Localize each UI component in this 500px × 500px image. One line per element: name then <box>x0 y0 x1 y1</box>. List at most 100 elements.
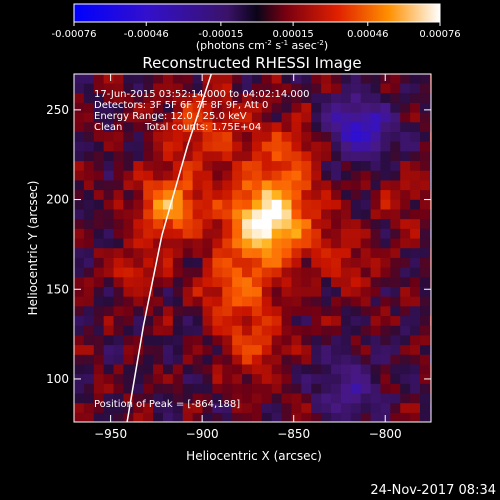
heatmap-cell <box>331 170 342 181</box>
heatmap-cell <box>429 131 431 142</box>
heatmap-cell <box>410 121 421 133</box>
heatmap-cell <box>74 247 85 258</box>
heatmap-cell <box>251 74 263 84</box>
heatmap-cell <box>261 276 273 287</box>
heatmap-cell <box>172 354 184 365</box>
heatmap-cell <box>103 286 115 297</box>
heatmap-cell <box>370 315 382 326</box>
heatmap-cell <box>261 383 273 394</box>
heatmap-cell <box>261 218 273 229</box>
heatmap-cell <box>222 257 233 268</box>
heatmap-cell <box>321 305 332 317</box>
heatmap-cell <box>370 383 382 394</box>
heatmap-cell <box>311 208 322 220</box>
heatmap-cell <box>83 344 95 355</box>
heatmap-cell <box>331 257 342 268</box>
heatmap-cell <box>153 296 164 307</box>
heatmap-cell <box>232 363 243 375</box>
heatmap-cell <box>232 296 243 307</box>
heatmap-cell <box>251 325 263 336</box>
heatmap-cell <box>172 189 184 200</box>
heatmap-cell <box>133 112 144 123</box>
heatmap-cell <box>153 92 164 103</box>
heatmap-cell <box>390 179 401 191</box>
heatmap-cell <box>370 208 382 220</box>
heatmap-cell <box>232 286 243 297</box>
heatmap-cell <box>153 344 164 355</box>
heatmap-cell <box>113 102 125 113</box>
heatmap-cell <box>400 160 411 171</box>
heatmap-cell <box>281 276 293 287</box>
heatmap-cell <box>83 363 95 375</box>
heatmap-cell <box>153 412 164 422</box>
heatmap-cell <box>242 325 253 336</box>
heatmap-cell <box>331 160 342 171</box>
heatmap-cell <box>390 74 401 84</box>
heatmap-cell <box>242 121 253 133</box>
heatmap-cell <box>350 131 362 142</box>
heatmap-cell <box>222 383 233 394</box>
heatmap-cell <box>321 392 332 404</box>
heatmap-cell <box>133 208 144 220</box>
heatmap-cell <box>321 102 332 113</box>
heatmap-cell <box>380 228 391 239</box>
heatmap-cell <box>143 286 154 297</box>
heatmap-cell <box>331 82 342 94</box>
heatmap-cell <box>360 325 372 336</box>
heatmap-cell <box>232 392 243 404</box>
heatmap-cell <box>162 402 174 413</box>
heatmap-cell <box>133 402 144 413</box>
heatmap-cell <box>251 121 263 133</box>
heatmap-cell <box>133 160 144 171</box>
heatmap-cell <box>321 325 332 336</box>
heatmap-cell <box>103 305 115 317</box>
heatmap-cell <box>153 160 164 171</box>
heatmap-cell <box>390 218 401 229</box>
heatmap-cell <box>261 315 273 326</box>
heatmap-cell <box>420 82 431 94</box>
heatmap-cell <box>410 179 421 191</box>
heatmap-cell <box>281 208 293 220</box>
heatmap-cell <box>301 286 312 297</box>
heatmap-cell <box>162 237 174 249</box>
heatmap-cell <box>261 179 273 191</box>
heatmap-cell <box>360 267 372 278</box>
heatmap-cell <box>232 334 243 346</box>
heatmap-cell <box>261 363 273 375</box>
heatmap-cell <box>350 102 362 113</box>
heatmap-cell <box>133 121 144 133</box>
heatmap-cell <box>251 102 263 113</box>
heatmap-cell <box>331 150 342 162</box>
heatmap-cell <box>222 199 233 210</box>
chart-title: Reconstructed RHESSI Image <box>142 54 361 72</box>
heatmap-cell <box>143 363 154 375</box>
heatmap-cell <box>350 296 362 307</box>
heatmap-cell <box>370 305 382 317</box>
heatmap-cell <box>350 315 362 326</box>
heatmap-cell <box>400 286 411 297</box>
heatmap-cell <box>153 363 164 375</box>
heatmap-cell <box>182 267 194 278</box>
heatmap-cell <box>153 179 164 191</box>
heatmap-cell <box>212 363 223 375</box>
heatmap-cell <box>162 170 174 181</box>
heatmap-cell <box>291 121 302 133</box>
heatmap-cell <box>74 354 85 365</box>
heatmap-cell <box>350 218 362 229</box>
heatmap-cell <box>410 412 421 422</box>
heatmap-cell <box>390 257 401 268</box>
heatmap-cell <box>153 286 164 297</box>
heatmap-cell <box>93 160 105 171</box>
heatmap-cell <box>311 112 322 123</box>
heatmap-cell <box>212 373 223 384</box>
heatmap-cell <box>103 150 115 162</box>
heatmap-cell <box>301 179 312 191</box>
heatmap-cell <box>192 354 204 365</box>
heatmap-cell <box>340 247 352 258</box>
heatmap-cell <box>251 296 263 307</box>
heatmap-cell <box>242 189 253 200</box>
heatmap-cell <box>222 141 233 152</box>
heatmap-cell <box>380 199 391 210</box>
heatmap-cell <box>251 286 263 297</box>
